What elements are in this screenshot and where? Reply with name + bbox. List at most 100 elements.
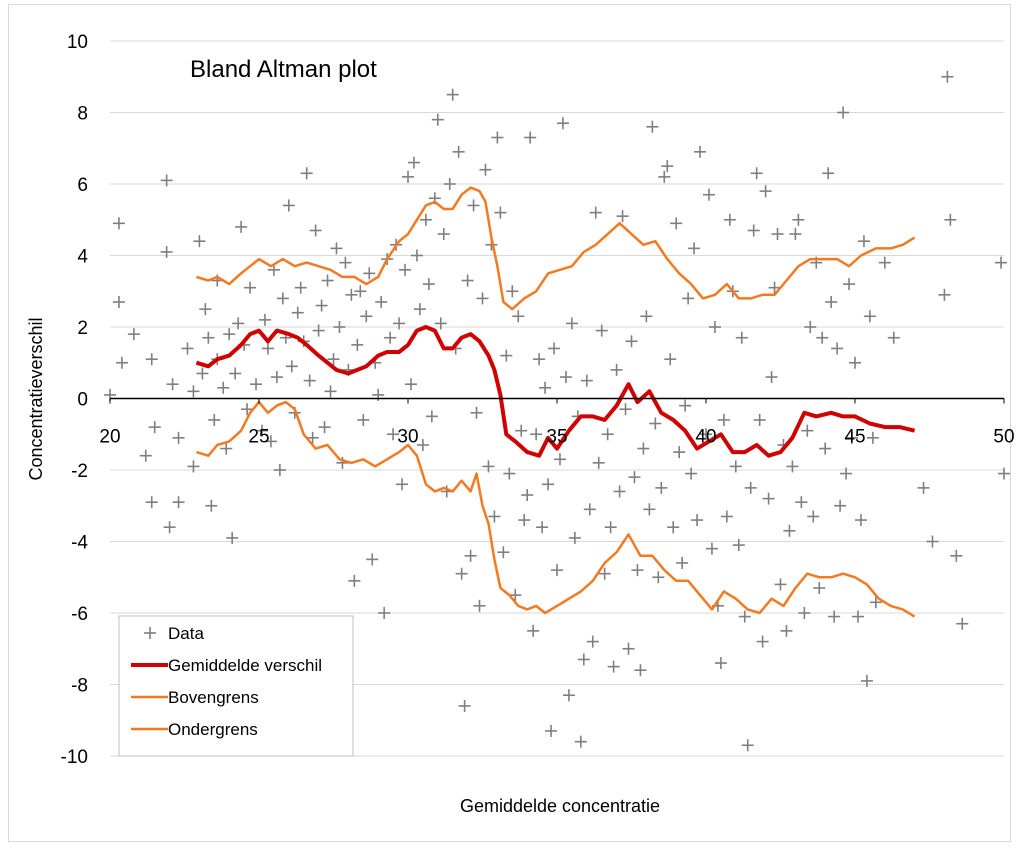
data-point: [235, 220, 248, 233]
data-point: [837, 106, 850, 119]
data-point: [673, 446, 686, 459]
data-point: [357, 413, 370, 426]
data-point: [404, 378, 417, 391]
x-tick-label: 40: [695, 427, 716, 448]
data-point: [786, 460, 799, 473]
data-point: [702, 188, 715, 201]
data-point: [461, 274, 474, 287]
data-point: [455, 567, 468, 580]
data-point: [112, 295, 125, 308]
data-point: [604, 521, 617, 534]
data-point: [375, 295, 388, 308]
data-point: [628, 471, 641, 484]
data-point: [655, 481, 668, 494]
data-point: [217, 381, 230, 394]
data-point: [643, 503, 656, 516]
data-point: [351, 338, 364, 351]
data-point: [744, 481, 757, 494]
data-point: [926, 535, 939, 548]
data-point: [798, 607, 811, 619]
data-point: [548, 342, 561, 355]
data-point: [619, 403, 632, 416]
data-point: [741, 739, 754, 752]
data-point: [944, 213, 957, 226]
data-point: [995, 256, 1008, 269]
data-point: [795, 496, 808, 509]
data-point: [613, 485, 626, 498]
data-point: [682, 292, 695, 305]
data-point: [163, 521, 176, 534]
data-point: [771, 228, 784, 241]
data-point: [649, 417, 662, 430]
data-point: [324, 385, 337, 398]
data-point: [160, 174, 173, 187]
data-point: [580, 374, 593, 387]
data-point: [694, 145, 707, 158]
data-point: [756, 635, 769, 648]
data-point: [339, 256, 352, 269]
data-point: [318, 421, 331, 434]
data-point: [345, 288, 358, 301]
data-point: [765, 371, 778, 384]
data-point: [792, 213, 805, 226]
data-point: [294, 281, 307, 294]
data-point: [819, 442, 832, 455]
data-point: [539, 381, 552, 394]
data-point: [494, 206, 507, 219]
data-point: [735, 331, 748, 344]
data-point: [112, 217, 125, 230]
data-point: [363, 267, 376, 280]
data-point: [691, 514, 704, 527]
data-point: [559, 371, 572, 384]
data-point: [160, 245, 173, 258]
data-point: [285, 360, 298, 373]
data-point: [276, 292, 289, 305]
x-tick-label: 20: [99, 427, 120, 448]
data-point: [303, 374, 316, 387]
data-point: [300, 167, 313, 180]
data-point: [321, 274, 334, 287]
data-point: [309, 224, 322, 237]
data-point: [753, 413, 766, 426]
x-tick-label: 25: [248, 427, 269, 448]
data-point: [443, 178, 456, 190]
data-point: [652, 571, 665, 584]
data-point: [348, 574, 361, 587]
data-point: [607, 660, 620, 673]
data-point: [834, 499, 847, 512]
data-point: [658, 170, 671, 183]
data-point: [500, 349, 513, 362]
data-point: [586, 635, 599, 648]
data-point: [634, 664, 647, 677]
data-point: [273, 464, 286, 476]
data-point: [270, 371, 283, 384]
data-point: [723, 213, 736, 226]
y-tick-label: -8: [71, 676, 88, 697]
data-point: [315, 299, 328, 312]
data-point: [402, 170, 414, 183]
data-point: [148, 421, 161, 434]
data-point: [446, 88, 459, 101]
y-tick-label: 6: [77, 175, 88, 196]
data-point: [506, 285, 519, 298]
data-point: [255, 424, 268, 437]
data-point: [244, 281, 257, 294]
data-point: [688, 242, 701, 255]
data-point: [801, 424, 814, 437]
data-point: [843, 278, 856, 291]
legend-label: Bovengrens: [168, 688, 259, 707]
data-point: [172, 496, 185, 509]
data-point: [145, 353, 158, 366]
data-point: [601, 428, 614, 441]
data-point: [452, 145, 465, 158]
data-point: [416, 438, 429, 451]
data-point: [187, 385, 200, 398]
data-point: [714, 657, 727, 670]
data-point: [878, 256, 891, 269]
data-point: [241, 403, 254, 416]
data-point: [518, 514, 531, 527]
data-point: [333, 321, 346, 333]
x-tick-label: 50: [993, 427, 1014, 448]
data-point: [780, 624, 793, 637]
